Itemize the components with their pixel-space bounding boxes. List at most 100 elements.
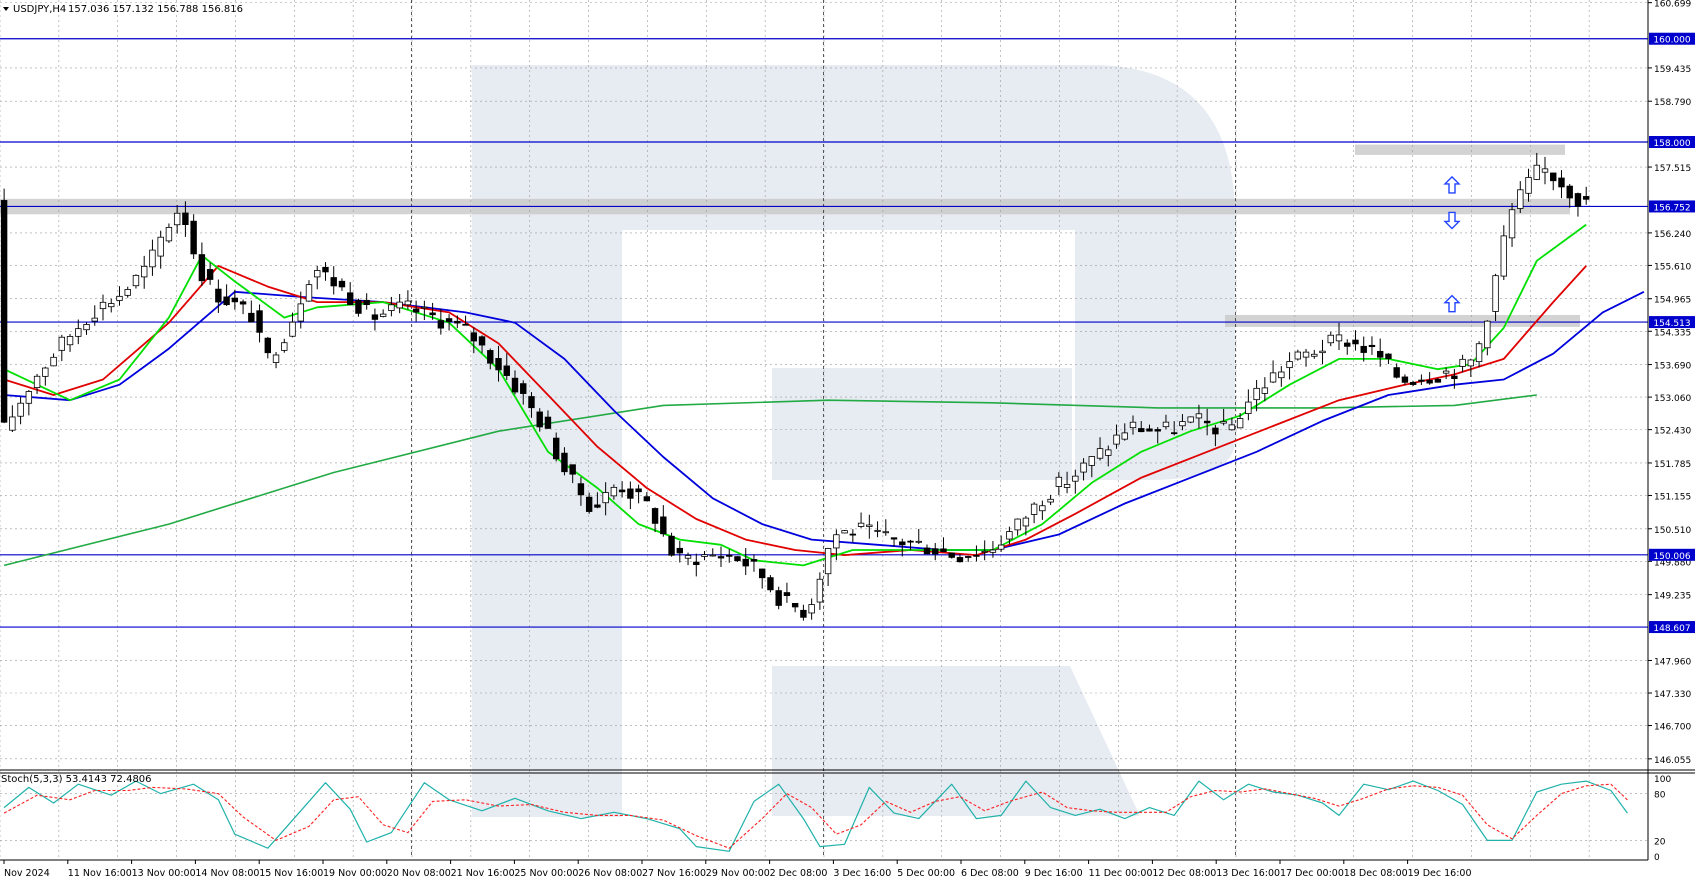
- time-axis-labels: Nov 2024 11 Nov 16:00 13 Nov 00:00 14 Nov 0…: [3, 860, 1472, 879]
- ma-long-line: [3, 394, 1537, 567]
- price-tick-label: 157.515: [1654, 164, 1691, 174]
- candle-body: [239, 301, 247, 305]
- price-tick-label: 154.965: [1654, 296, 1691, 306]
- candle-body: [1261, 387, 1269, 394]
- candle-body: [594, 504, 601, 508]
- ma-green-line: [3, 223, 1587, 567]
- candle-body: [932, 548, 939, 555]
- candle-body: [42, 367, 49, 377]
- candle-body: [404, 300, 412, 306]
- candle-body: [1558, 177, 1565, 188]
- candle-body: [536, 411, 543, 428]
- candle-body: [99, 301, 107, 310]
- candle-body: [1129, 421, 1137, 429]
- candle-body: [553, 437, 560, 460]
- time-tick-label: 17 Dec 00:00: [1280, 868, 1344, 879]
- candle-body: [1080, 462, 1087, 473]
- candle-body: [717, 556, 725, 559]
- candle-body: [1294, 351, 1301, 360]
- price-tick-label: 146.055: [1654, 756, 1691, 766]
- candle-body: [412, 308, 420, 313]
- candle-body: [528, 396, 535, 409]
- candle-body: [157, 236, 164, 257]
- time-tick-label: 15 Nov 16:00: [259, 868, 323, 879]
- price-tick-label: 159.435: [1654, 65, 1691, 75]
- candle-body: [1302, 351, 1310, 358]
- candle-body: [371, 314, 379, 320]
- candle-body: [379, 313, 387, 317]
- time-tick-label: 19 Nov 00:00: [323, 868, 387, 879]
- candle-body: [1286, 361, 1293, 369]
- candle-body: [1574, 193, 1582, 207]
- price-axis-labels: 160.699 159.435 158.790 157.515 156.240 155.6…: [1648, 0, 1691, 863]
- candle-body: [824, 548, 832, 575]
- candle-body: [1179, 421, 1186, 427]
- candle-body: [346, 292, 354, 306]
- arrow-down-icon: [1443, 211, 1461, 230]
- candle-body: [997, 544, 1005, 550]
- price-tick-label: 156.240: [1654, 230, 1691, 240]
- candle-body: [750, 559, 758, 562]
- candle-body: [1055, 476, 1063, 487]
- candle-body: [1451, 375, 1458, 380]
- candle-body: [1583, 196, 1590, 200]
- candle-body: [1319, 350, 1326, 354]
- candle-body: [1236, 418, 1244, 429]
- price-tick-label: 158.790: [1654, 98, 1691, 108]
- candle-body: [1327, 334, 1334, 344]
- candle-body: [767, 577, 774, 591]
- level-price-label: 150.006: [1653, 552, 1690, 562]
- candle-body: [314, 270, 321, 278]
- chart-grid: [0, 0, 1649, 858]
- candle-body: [759, 568, 766, 579]
- ma-red-line: [3, 265, 1587, 556]
- candle-body: [140, 265, 148, 278]
- candle-body: [610, 486, 618, 497]
- candle-body: [849, 533, 857, 536]
- time-tick-label: 25 Nov 00:00: [514, 868, 578, 879]
- candle-body: [693, 561, 700, 566]
- candle-body: [25, 391, 33, 404]
- stoch-signal-line: [3, 783, 1628, 849]
- candle-body: [1105, 449, 1112, 456]
- level-price-label: 148.607: [1653, 624, 1690, 634]
- candle-body: [676, 547, 683, 554]
- candle-body: [1088, 456, 1095, 466]
- candle-body: [1550, 172, 1557, 182]
- candle-body: [841, 530, 848, 534]
- candle-body: [742, 558, 749, 567]
- stoch-tick-label: 100: [1654, 775, 1671, 785]
- candle-body: [1278, 371, 1285, 379]
- candle-body: [83, 324, 90, 331]
- candle-body: [124, 289, 131, 296]
- candle-body: [495, 358, 502, 371]
- signal-arrows: [1443, 175, 1461, 313]
- candle-body: [330, 277, 337, 287]
- candle-body: [223, 296, 230, 306]
- time-tick-label: 14 Nov 08:00: [195, 868, 259, 879]
- candle-body: [1030, 503, 1038, 515]
- candle-body: [388, 304, 395, 311]
- candle-body: [874, 529, 881, 532]
- candle-body: [643, 496, 651, 502]
- candle-body: [585, 496, 593, 512]
- candle-body: [1195, 413, 1203, 419]
- candle-body: [454, 320, 461, 324]
- candle-body: [808, 604, 815, 614]
- candle-body: [1517, 189, 1524, 209]
- candle-body: [198, 254, 206, 282]
- collapse-arrow-icon[interactable]: [3, 7, 9, 11]
- candle-body: [1220, 421, 1227, 424]
- level-price-box: [1649, 316, 1695, 329]
- price-tick-label: 154.335: [1654, 328, 1691, 338]
- candle-body: [1360, 345, 1367, 353]
- candle-body: [1344, 342, 1351, 347]
- candle-body: [907, 540, 914, 543]
- candle-body: [602, 492, 609, 504]
- time-tick-label: 19 Dec 16:00: [1408, 868, 1472, 879]
- candle-body: [231, 297, 239, 303]
- candle-body: [1154, 429, 1161, 432]
- horizontal-levels[interactable]: [0, 38, 1648, 628]
